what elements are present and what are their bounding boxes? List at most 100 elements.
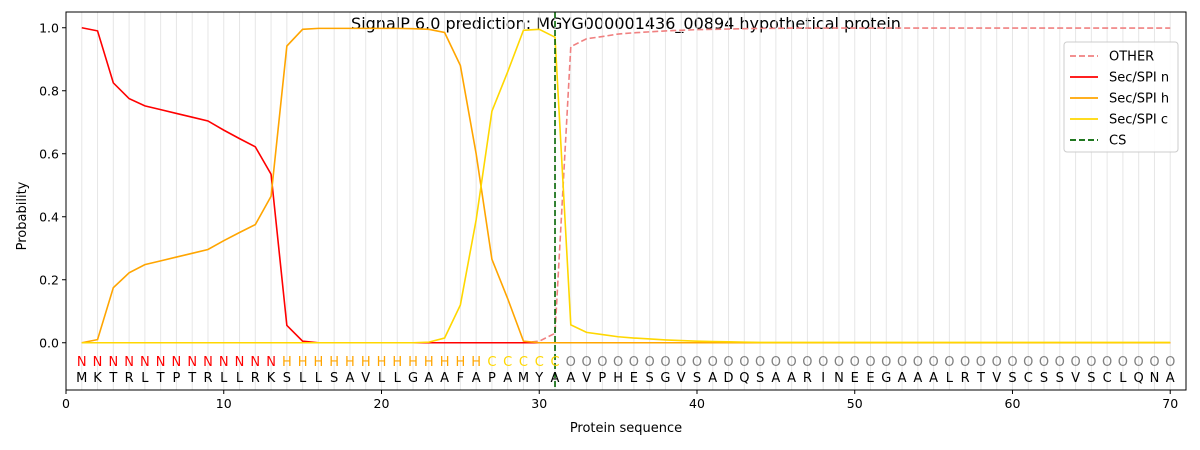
residue-letter: E	[866, 371, 874, 386]
residue-letter: G	[881, 371, 891, 386]
residue-letter: S	[693, 371, 701, 386]
x-tick-label: 70	[1162, 396, 1178, 411]
region-label: N	[172, 355, 182, 370]
residue-letter: A	[551, 371, 560, 386]
region-label: O	[723, 355, 733, 370]
residue-letter: A	[345, 371, 354, 386]
series-line-sec-spi-n	[81, 26, 1171, 344]
region-label: O	[771, 355, 781, 370]
region-label: H	[345, 355, 355, 370]
legend-box	[1063, 41, 1179, 153]
residue-letter: S	[1008, 371, 1016, 386]
region-label: H	[440, 355, 450, 370]
y-tick-label: 0.2	[39, 272, 59, 287]
region-label: O	[597, 355, 607, 370]
residue-letter: R	[803, 371, 812, 386]
residue-letter: A	[771, 371, 780, 386]
residue-letter: L	[394, 371, 402, 386]
x-tick-label: 20	[374, 396, 390, 411]
region-label: O	[834, 355, 844, 370]
region-label: O	[581, 355, 591, 370]
residue-letter: L	[141, 371, 149, 386]
region-label: O	[1039, 355, 1049, 370]
residue-letter: N	[834, 371, 844, 386]
region-label: O	[802, 355, 812, 370]
residue-letter: T	[108, 371, 117, 386]
residue-letter: F	[457, 371, 464, 386]
region-label: N	[77, 355, 87, 370]
residue-letter: A	[440, 371, 449, 386]
region-label: O	[881, 355, 891, 370]
residue-letter: A	[913, 371, 922, 386]
region-label: O	[992, 355, 1002, 370]
region-label: O	[739, 355, 749, 370]
residue-letter: H	[613, 371, 623, 386]
series-line-sec-spi-c	[81, 28, 1171, 344]
y-tick-label: 1.0	[39, 20, 59, 35]
region-label: O	[1165, 355, 1175, 370]
residue-letter: L	[236, 371, 244, 386]
residue-letter: C	[1103, 371, 1112, 386]
x-tick-label: 0	[62, 396, 70, 411]
y-tick-label: 0.4	[39, 209, 59, 224]
region-label: H	[361, 355, 371, 370]
region-label: N	[219, 355, 229, 370]
residue-letter: V	[582, 371, 591, 386]
residue-letter: A	[929, 371, 938, 386]
residue-letter: R	[251, 371, 260, 386]
region-label: O	[755, 355, 765, 370]
region-label: O	[818, 355, 828, 370]
region-label: C	[535, 355, 544, 370]
region-label: O	[897, 355, 907, 370]
residue-letter: Q	[739, 371, 749, 386]
x-tick-label: 40	[689, 396, 705, 411]
residue-letter: G	[660, 371, 670, 386]
residue-letter: K	[93, 371, 102, 386]
legend-label: Sec/SPI n	[1109, 71, 1169, 86]
residue-letter: R	[961, 371, 970, 386]
region-label: C	[519, 355, 528, 370]
region-label: O	[660, 355, 670, 370]
residue-letter: S	[283, 371, 291, 386]
residue-letter: P	[488, 371, 496, 386]
residue-letter: Y	[534, 371, 543, 386]
x-tick-label: 10	[216, 396, 232, 411]
residue-letter: V	[1071, 371, 1080, 386]
region-label: O	[1086, 355, 1096, 370]
region-label: C	[503, 355, 512, 370]
residue-letter: T	[187, 371, 196, 386]
region-label: N	[140, 355, 150, 370]
residue-letter: A	[424, 371, 433, 386]
region-label: O	[1149, 355, 1159, 370]
legend-label: CS	[1109, 134, 1126, 149]
residue-letter: Q	[1134, 371, 1144, 386]
region-label: O	[928, 355, 938, 370]
legend-label: Sec/SPI c	[1109, 113, 1168, 128]
residue-letter: L	[299, 371, 307, 386]
residue-letter: C	[1024, 371, 1033, 386]
region-label: O	[850, 355, 860, 370]
series-line-other	[81, 27, 1171, 344]
region-label: O	[960, 355, 970, 370]
y-tick-label: 0.8	[39, 83, 59, 98]
residue-letter: S	[646, 371, 654, 386]
residue-letter: V	[361, 371, 370, 386]
region-label: H	[471, 355, 481, 370]
sequence-layer: NMNKNTNRNLNTNPNTNRNLNLNRNKHSHLHLHSHAHVHL…	[76, 355, 1175, 386]
region-label: O	[1055, 355, 1065, 370]
x-tick-label: 30	[531, 396, 547, 411]
residue-letter: S	[756, 371, 764, 386]
region-label: O	[566, 355, 576, 370]
region-label: C	[550, 355, 559, 370]
residue-letter: L	[1119, 371, 1127, 386]
grid-layer	[81, 12, 1171, 390]
residue-letter: S	[330, 371, 338, 386]
residue-letter: D	[724, 371, 734, 386]
region-label: N	[203, 355, 213, 370]
residue-letter: V	[677, 371, 686, 386]
region-label: O	[1070, 355, 1080, 370]
residue-letter: M	[76, 371, 87, 386]
region-label: N	[156, 355, 166, 370]
region-label: O	[676, 355, 686, 370]
